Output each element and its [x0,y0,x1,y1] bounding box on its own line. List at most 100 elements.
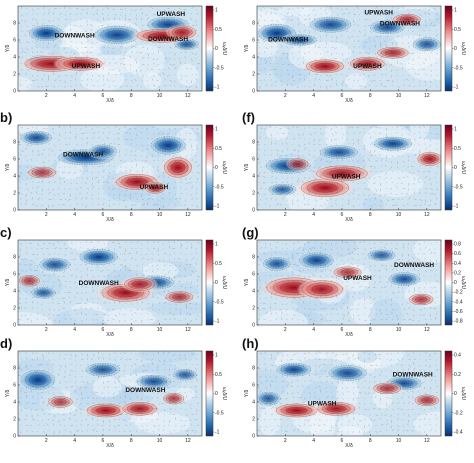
contour-line [43,259,67,270]
contour-line [33,27,60,40]
x-tick-label: 12 [424,327,430,333]
contour-line [89,253,109,261]
annotation-label: UPWASH [332,174,361,181]
annotation-label: DOWNWASH [394,262,434,269]
colorbar-tick-label: 0.5 [215,27,222,33]
colorbar-tick-label: 0.6 [454,251,461,257]
y-tick-label: 2 [252,417,255,423]
positive-vorticity-region [301,58,349,75]
y-tick-label: 6 [13,383,16,389]
positive-vorticity-region [162,290,197,304]
colorbar-tick-label: 0.5 [454,146,461,152]
contour-line [257,391,281,406]
y-tick-label: 4 [13,400,16,406]
contour-line [374,252,389,259]
colorbar-label: ωₓδ/U [221,161,227,175]
positive-vorticity-region [310,163,374,183]
contour-line [310,16,352,33]
contour-line [412,295,431,304]
positive-vorticity-region [373,45,412,60]
colorbar-label: ωₓδ/U [221,387,227,401]
y-axis-label: Y/δ [5,279,11,287]
contour-line [262,395,275,403]
y-tick-label: 4 [252,55,255,61]
panel-c: 2 4 6 8 10 12 0 2 4 6 8 X/δ Y/δ DOWNWASH c) 1 0.5 0 -0.5 -1… [0,225,227,338]
contour-line [79,249,118,265]
colorbar-tick-label: 0 [454,165,457,171]
negative-vorticity-region [315,144,363,161]
contour-line [159,140,177,150]
plot-frame [256,5,442,92]
x-tick-label: 2 [45,93,48,99]
contour-line [48,396,73,408]
positive-vorticity-region [330,265,365,280]
contour-line [320,20,341,29]
y-tick-label: 2 [13,306,16,312]
contour-line [28,134,45,142]
x-tick-label: 12 [424,212,430,218]
colorbar-tick-label: 1 [454,8,457,14]
contour-line [409,293,434,306]
contour-line [96,407,116,414]
contour-line [333,367,362,379]
colorbar-tick-label: 0 [454,46,457,52]
contour-line [54,399,67,405]
colorbar-tick-label: 1 [215,8,218,14]
contour-line [34,288,53,297]
contour-line [155,138,181,153]
field-texture [369,298,403,325]
contour-line [292,161,304,167]
colorbar-tick-label: 0.5 [215,146,222,152]
contour-line [329,169,355,178]
x-tick-label: 8 [130,93,133,99]
contour-line [126,177,148,186]
colorbar-label: ωₓδ/U [221,42,227,56]
positive-vorticity-region [370,381,405,396]
colorbar-tick-label: -0.4 [454,430,463,436]
negative-vorticity-region [75,247,123,267]
contour-line [131,280,148,288]
x-tick-label: 8 [369,327,372,333]
contour-line [174,38,199,50]
y-tick-label: 4 [252,174,255,180]
field-texture [367,170,424,197]
contour-line [272,185,293,194]
contour-line [85,362,121,377]
field-texture [410,125,430,141]
positive-vorticity-region [414,150,441,168]
annotation-label: UPWASH [157,11,186,18]
x-tick-label: 4 [312,438,315,444]
positive-vorticity-region [120,276,159,293]
negative-vorticity-region [364,248,399,263]
colorbar-tick-label: -0.5 [215,299,224,305]
contour-line [20,369,55,390]
contour-line [18,275,40,287]
field-texture [258,309,308,325]
y-tick-label: 0 [252,208,255,214]
x-tick-label: 2 [284,212,287,218]
contour-line [388,272,420,286]
contour-line [35,169,50,176]
contour-line [324,147,354,158]
contour-line [395,379,413,387]
colorbar-tick-label: -0.5 [215,410,224,416]
x-tick-label: 6 [341,93,344,99]
annotation-label: UPWASH [140,184,169,191]
plot-frame [17,239,203,326]
colorbar-tick-label: -0.6 [454,309,463,315]
contour-line [180,41,193,48]
contour-line [275,186,290,193]
x-tick-label: 12 [185,212,191,218]
contour-line [374,22,401,33]
panel-label: (f) [242,110,255,125]
negative-vorticity-region [81,361,125,378]
contour-line [165,394,182,403]
contour-line [306,59,344,74]
colorbar-tick-label: 1 [215,242,218,248]
contour-line [306,282,338,297]
contour-line [286,35,313,45]
x-tick-label: 10 [157,212,163,218]
contour-line [46,261,63,269]
negative-vorticity-region [324,363,371,383]
y-tick-label: 4 [252,289,255,295]
